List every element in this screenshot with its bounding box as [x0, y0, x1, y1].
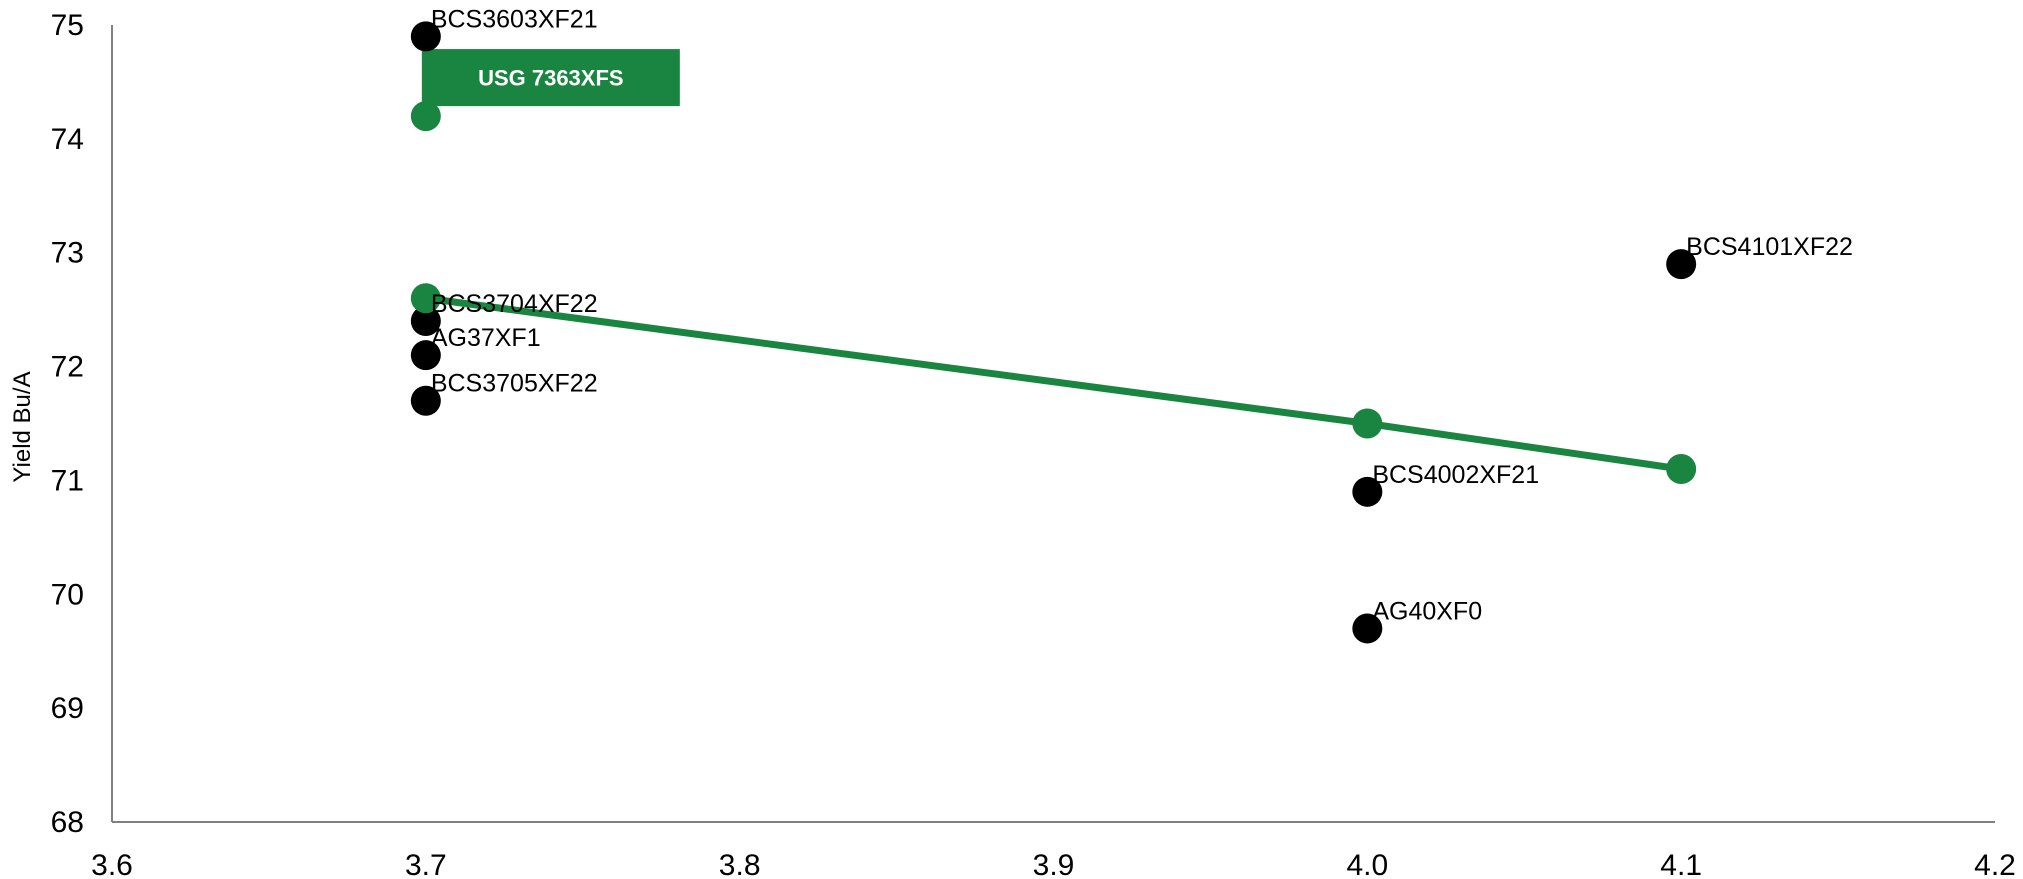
- usg-point: [410, 283, 441, 314]
- tick-labels: 3.6 3.7 3.8 3.9 4.0 4.1 4.2 68 69 70 71 72 73 74 75: [51, 9, 2016, 879]
- y-tick-label: 69: [51, 692, 84, 725]
- variety-point: [410, 306, 441, 337]
- x-tick-label: 4.1: [1660, 849, 1702, 879]
- y-tick-label: 73: [51, 237, 84, 270]
- x-tick-label: 4.2: [1974, 849, 2016, 879]
- callout-text: USG 7363XFS: [478, 66, 624, 91]
- variety-point: [410, 385, 441, 416]
- y-tick-label: 70: [51, 578, 84, 611]
- point-label: BCS4101XF22: [1686, 233, 1853, 261]
- variety-point: [410, 340, 441, 371]
- x-tick-label: 4.0: [1346, 849, 1388, 879]
- x-tick-label: 3.8: [719, 849, 761, 879]
- point-label: BCS3705XF22: [431, 370, 598, 398]
- axes: [111, 25, 1995, 823]
- point-labels: BCS3603XF21 BCS3704XF22 AG37XF1 BCS3705XF22…: [431, 5, 1853, 625]
- data-points: [410, 21, 1697, 644]
- variety-point: [1352, 613, 1383, 644]
- variety-point: [1666, 249, 1697, 280]
- y-tick-label: 72: [51, 351, 84, 384]
- y-tick-label: 75: [51, 9, 84, 42]
- y-tick-label: 68: [51, 806, 84, 839]
- usg-point: [410, 101, 441, 132]
- trendline: [425, 294, 1682, 473]
- y-axis-title: Yield Bu/A: [9, 371, 36, 482]
- point-label: BCS3704XF22: [431, 290, 598, 318]
- callout-box: [421, 49, 680, 107]
- x-tick-label: 3.7: [405, 849, 447, 879]
- trendline-path: [425, 294, 1682, 473]
- variety-point: [410, 21, 441, 52]
- x-tick-label: 3.6: [91, 849, 133, 879]
- y-tick-label: 71: [51, 464, 84, 497]
- point-label: BCS4002XF21: [1372, 461, 1539, 489]
- x-tick-label: 3.9: [1033, 849, 1075, 879]
- callout: USG 7363XFS: [421, 49, 680, 107]
- y-tick-label: 74: [51, 123, 84, 156]
- point-label: BCS3603XF21: [431, 5, 598, 33]
- usg-point: [1352, 408, 1383, 439]
- usg-point: [1666, 454, 1697, 485]
- variety-point: [1352, 476, 1383, 507]
- point-label: AG40XF0: [1372, 597, 1482, 625]
- point-label: AG37XF1: [431, 324, 541, 352]
